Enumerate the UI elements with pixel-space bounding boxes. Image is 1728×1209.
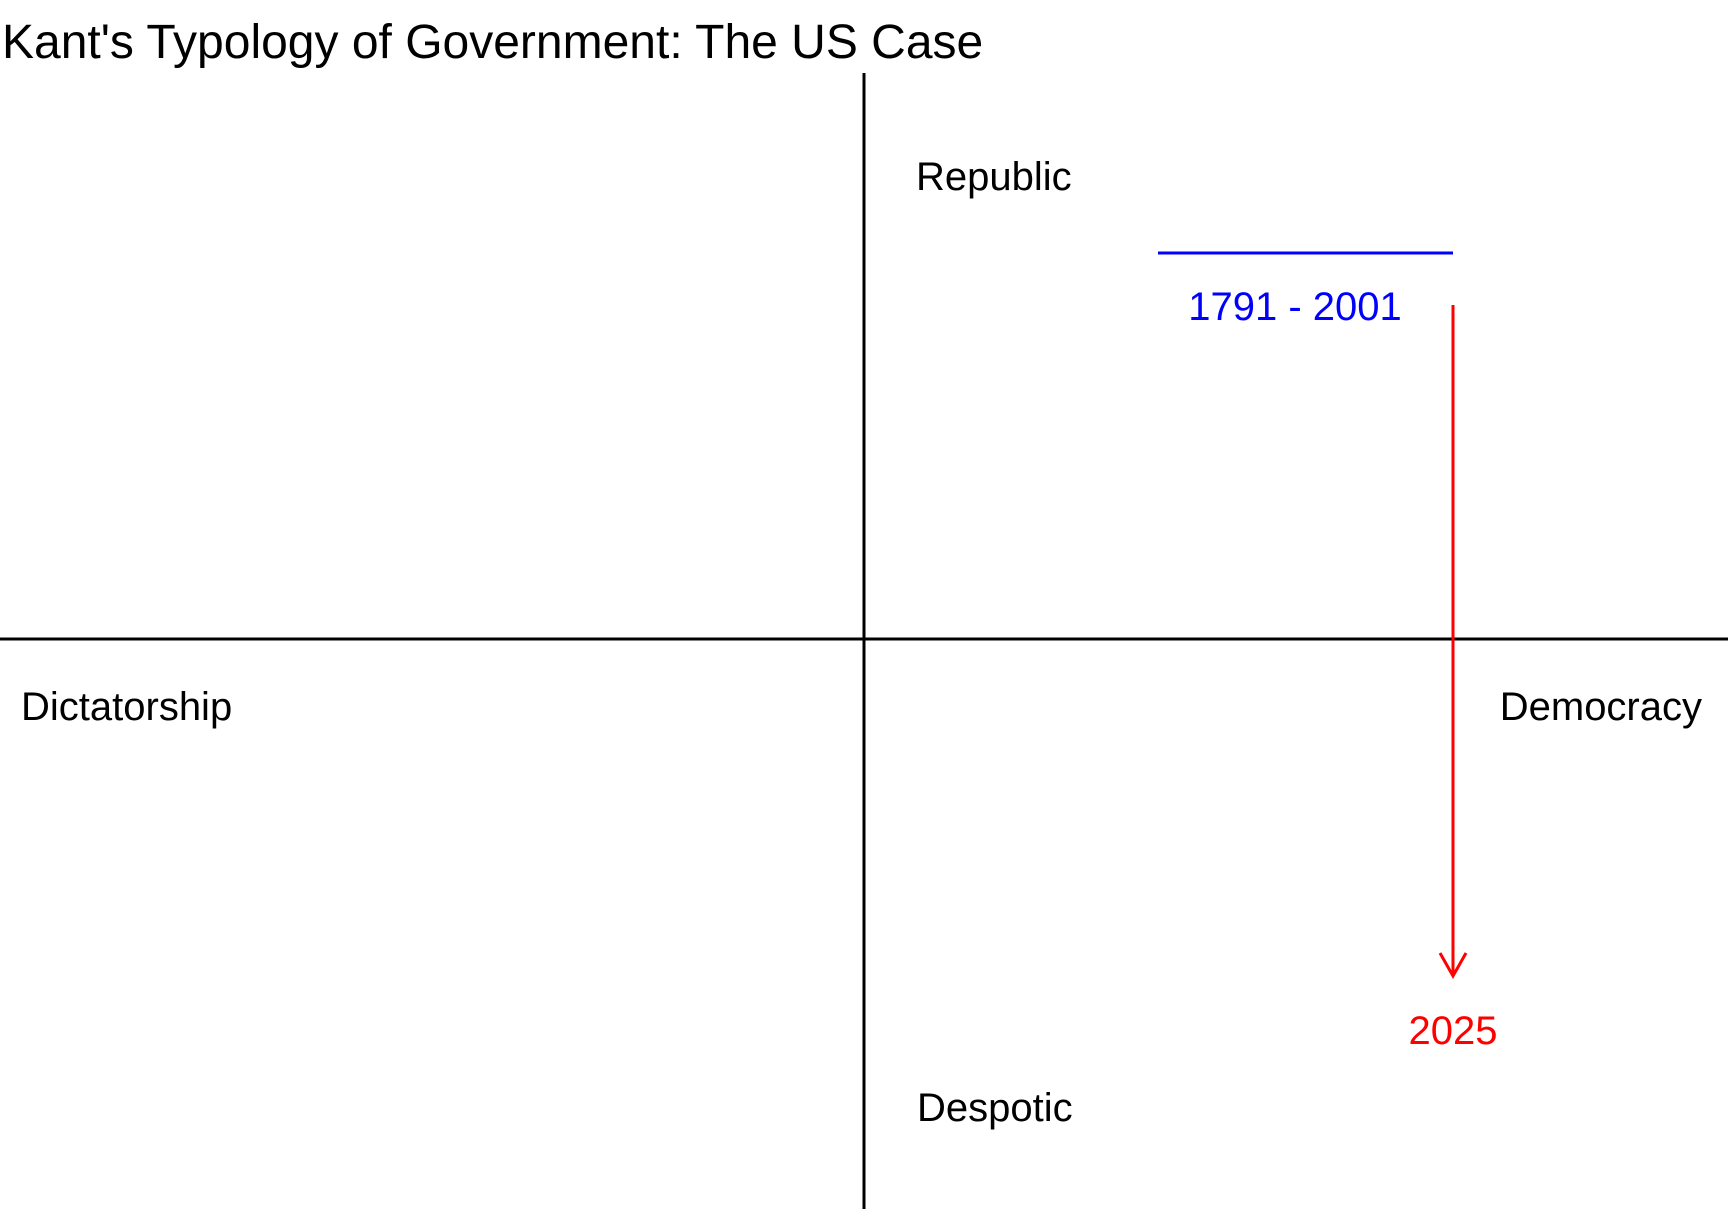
diagram-title: Kant's Typology of Government: The US Ca… (2, 16, 983, 69)
decline-arrow-head (1438, 952, 1468, 980)
axis-label-despotic: Despotic (917, 1086, 1073, 1130)
period-label: 1791 - 2001 (1188, 285, 1402, 329)
current-year-label: 2025 (1409, 1009, 1498, 1053)
axis-label-democracy: Democracy (1500, 685, 1702, 729)
axis-label-republic: Republic (916, 155, 1072, 199)
axis-label-dictatorship: Dictatorship (21, 685, 232, 729)
